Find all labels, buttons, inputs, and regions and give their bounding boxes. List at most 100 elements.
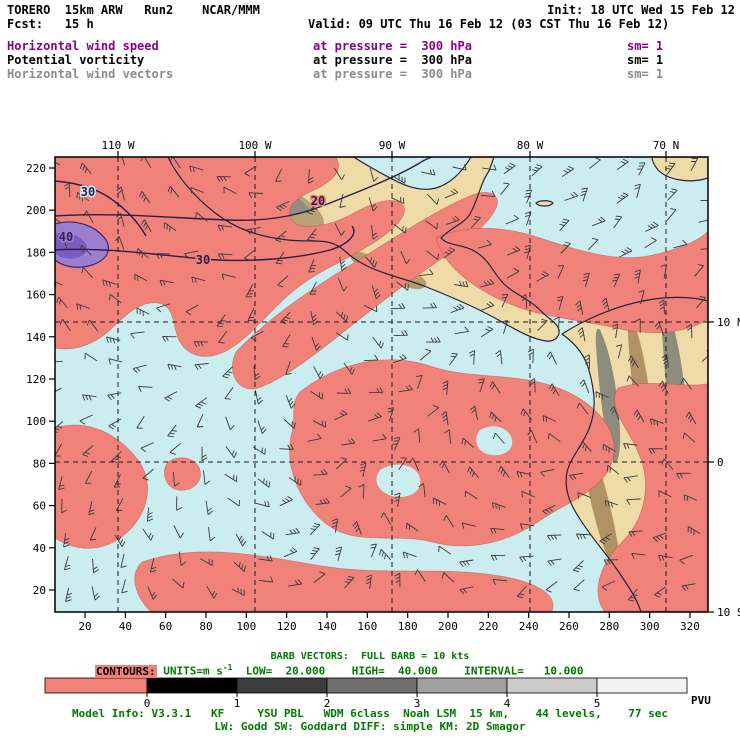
wind-barb (370, 543, 377, 558)
wind-barb (470, 215, 481, 229)
wind-barb (365, 574, 372, 589)
wind-barb (569, 472, 584, 481)
wind-barb (275, 230, 287, 243)
wind-barb (627, 588, 638, 602)
colorbar-segment (506, 677, 598, 694)
wind-barb (601, 297, 610, 312)
wind-barb (396, 281, 409, 291)
wind-barb (645, 221, 659, 232)
wind-barb (680, 377, 692, 390)
wind-barb (58, 475, 65, 491)
contours-units-exponent: -1 (222, 663, 233, 672)
wind-barb (564, 191, 579, 201)
wind-barb (331, 518, 339, 533)
island-jamaica (536, 200, 553, 206)
right-axis-tick-label: 10 N (717, 316, 740, 329)
wind-barb (599, 533, 612, 545)
wind-barb (136, 415, 145, 429)
wind-barb (573, 579, 585, 592)
wind-barb (250, 330, 264, 342)
wind-barb (628, 355, 639, 369)
wind-barb (163, 222, 177, 232)
wind-barb (107, 392, 122, 401)
wind-barb (390, 302, 406, 310)
contour-label-20: 20 (311, 194, 325, 208)
wind-barb (626, 498, 641, 505)
wind-barb (191, 276, 206, 283)
wind-barb (419, 269, 434, 277)
wind-barb (545, 581, 558, 593)
wind-barb (307, 433, 322, 442)
wind-barb (441, 572, 455, 583)
wind-barb (248, 192, 263, 199)
wind-barb (76, 191, 89, 202)
wind-barb (394, 572, 401, 588)
wind-barb (652, 532, 667, 542)
wind-barb (162, 335, 177, 342)
wind-barb (520, 294, 528, 309)
wind-barb (335, 332, 349, 341)
axis-tick-labels: 110 W 100 W 90 W 80 W 70 N220200180160140120… (26, 139, 740, 633)
wind-barb (203, 470, 211, 485)
wind-barb (233, 561, 246, 573)
wind-barb (459, 586, 474, 595)
wind-barb (606, 465, 620, 475)
wind-barb (244, 249, 256, 261)
wind-barb (288, 476, 302, 486)
wind-barb (501, 293, 509, 308)
pvu-unit-label: PVU (691, 694, 711, 707)
wind-barb (172, 578, 185, 589)
wind-barb (575, 300, 584, 315)
wind-barb (490, 527, 505, 534)
wind-barb (393, 492, 401, 507)
wind-barb (422, 302, 437, 309)
y-axis-tick-label: 20 (33, 584, 46, 597)
forecast-hour: Fcst: 15 h (7, 17, 94, 31)
wind-barb (261, 531, 275, 540)
wind-barb (285, 527, 300, 536)
wind-barb (583, 354, 590, 369)
wind-barb (654, 586, 667, 598)
field-2-pressure: at pressure = 300 hPa (313, 53, 472, 67)
wind-barb (91, 586, 100, 601)
wind-barb (613, 215, 623, 229)
colorbar-segment (416, 677, 508, 694)
field-1-pressure: at pressure = 300 hPa (313, 39, 472, 53)
wind-barb (253, 365, 261, 381)
barb-vectors-legend: BARB VECTORS: FULL BARB = 10 kts (270, 651, 470, 662)
wind-barb (79, 162, 92, 175)
wind-barb (225, 416, 235, 431)
wind-barb (184, 250, 199, 259)
wind-barb (676, 472, 691, 479)
wind-barb (308, 259, 317, 273)
wind-barb (341, 438, 356, 446)
wind-barb (217, 253, 233, 260)
y-axis-tick-label: 220 (26, 162, 46, 175)
wind-barb (393, 354, 407, 364)
wind-barb (252, 446, 266, 455)
wind-barb (506, 267, 520, 279)
wind-barb (666, 208, 677, 221)
y-axis-tick-label: 200 (26, 204, 46, 217)
contours-values: LOW= 20.000 HIGH= 40.000 INTERVAL= 10.00… (232, 664, 584, 678)
wind-barb (372, 336, 384, 349)
wind-barb (449, 352, 458, 366)
wind-barb (138, 386, 153, 393)
x-axis-tick-label: 140 (317, 620, 337, 633)
wind-barb (547, 558, 562, 566)
wind-barb (227, 497, 241, 507)
wind-barb (89, 527, 97, 541)
wind-barb (419, 348, 432, 361)
wind-barb (519, 555, 534, 563)
wind-barb (185, 304, 199, 316)
wind-barb (626, 375, 639, 387)
wind-barb (579, 440, 592, 452)
x-axis-tick-label: 120 (277, 620, 297, 633)
wind-barb (603, 559, 619, 566)
wind-barb (426, 250, 439, 260)
wind-barb (309, 281, 317, 295)
wind-barb (246, 227, 261, 235)
wind-barb (587, 237, 599, 251)
wind-barb (454, 280, 469, 288)
wind-barb (478, 378, 485, 393)
